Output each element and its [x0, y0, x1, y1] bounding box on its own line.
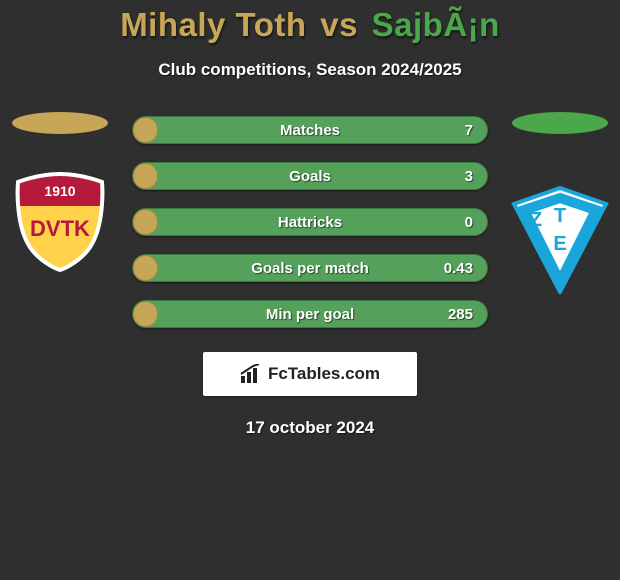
vs-label: vs	[316, 6, 362, 43]
stat-row: Matches 7	[132, 116, 488, 144]
stat-row: Min per goal 285	[132, 300, 488, 328]
stat-value-right: 7	[465, 122, 473, 139]
stat-label: Hattricks	[278, 214, 342, 231]
date-label: 17 october 2024	[0, 418, 620, 438]
right-crest: T Z E	[510, 184, 610, 284]
comparison-card: Mihaly Toth vs SajbÃ¡n Club competitions…	[0, 0, 620, 580]
stat-row-fill	[133, 117, 158, 143]
stat-value-right: 3	[465, 168, 473, 185]
zte-crest-icon: T Z E	[510, 184, 610, 294]
crest-text: DVTK	[30, 216, 90, 241]
stat-row: Hattricks 0	[132, 208, 488, 236]
player-left-name: Mihaly Toth	[120, 6, 306, 43]
stat-label: Matches	[280, 122, 340, 139]
stat-value-right: 0	[465, 214, 473, 231]
right-side: T Z E	[500, 116, 620, 284]
right-ellipse	[512, 112, 608, 134]
left-side: 1910 DVTK	[0, 116, 120, 272]
stat-row-fill	[133, 209, 158, 235]
stat-label: Min per goal	[266, 306, 354, 323]
player-right-name: SajbÃ¡n	[372, 6, 500, 43]
crest-letter-z: Z	[530, 209, 542, 231]
crest-letter-t: T	[554, 205, 566, 227]
stat-value-right: 285	[448, 306, 473, 323]
stat-row-fill	[133, 163, 158, 189]
crest-year: 1910	[44, 183, 75, 199]
left-ellipse	[12, 112, 108, 134]
left-crest: 1910 DVTK	[10, 172, 110, 272]
subtitle: Club competitions, Season 2024/2025	[0, 60, 620, 80]
brand-chart-icon	[240, 364, 262, 384]
crest-letter-e: E	[553, 233, 566, 255]
stat-label: Goals	[289, 168, 331, 185]
page-title: Mihaly Toth vs SajbÃ¡n	[0, 6, 620, 44]
stat-rows: Matches 7 Goals 3 Hattricks 0 Goals per match 0…	[132, 116, 488, 328]
stat-row-fill	[133, 255, 158, 281]
stat-row: Goals 3	[132, 162, 488, 190]
brand-box[interactable]: FcTables.com	[203, 352, 417, 396]
brand-text: FcTables.com	[268, 364, 380, 384]
dvtk-crest-icon: 1910 DVTK	[10, 172, 110, 272]
stat-row: Goals per match 0.43	[132, 254, 488, 282]
content-row: 1910 DVTK Matches 7 Goals 3 Hattricks 0 Goals …	[0, 116, 620, 328]
stat-label: Goals per match	[251, 260, 369, 277]
stat-value-right: 0.43	[444, 260, 473, 277]
stat-row-fill	[133, 301, 158, 327]
